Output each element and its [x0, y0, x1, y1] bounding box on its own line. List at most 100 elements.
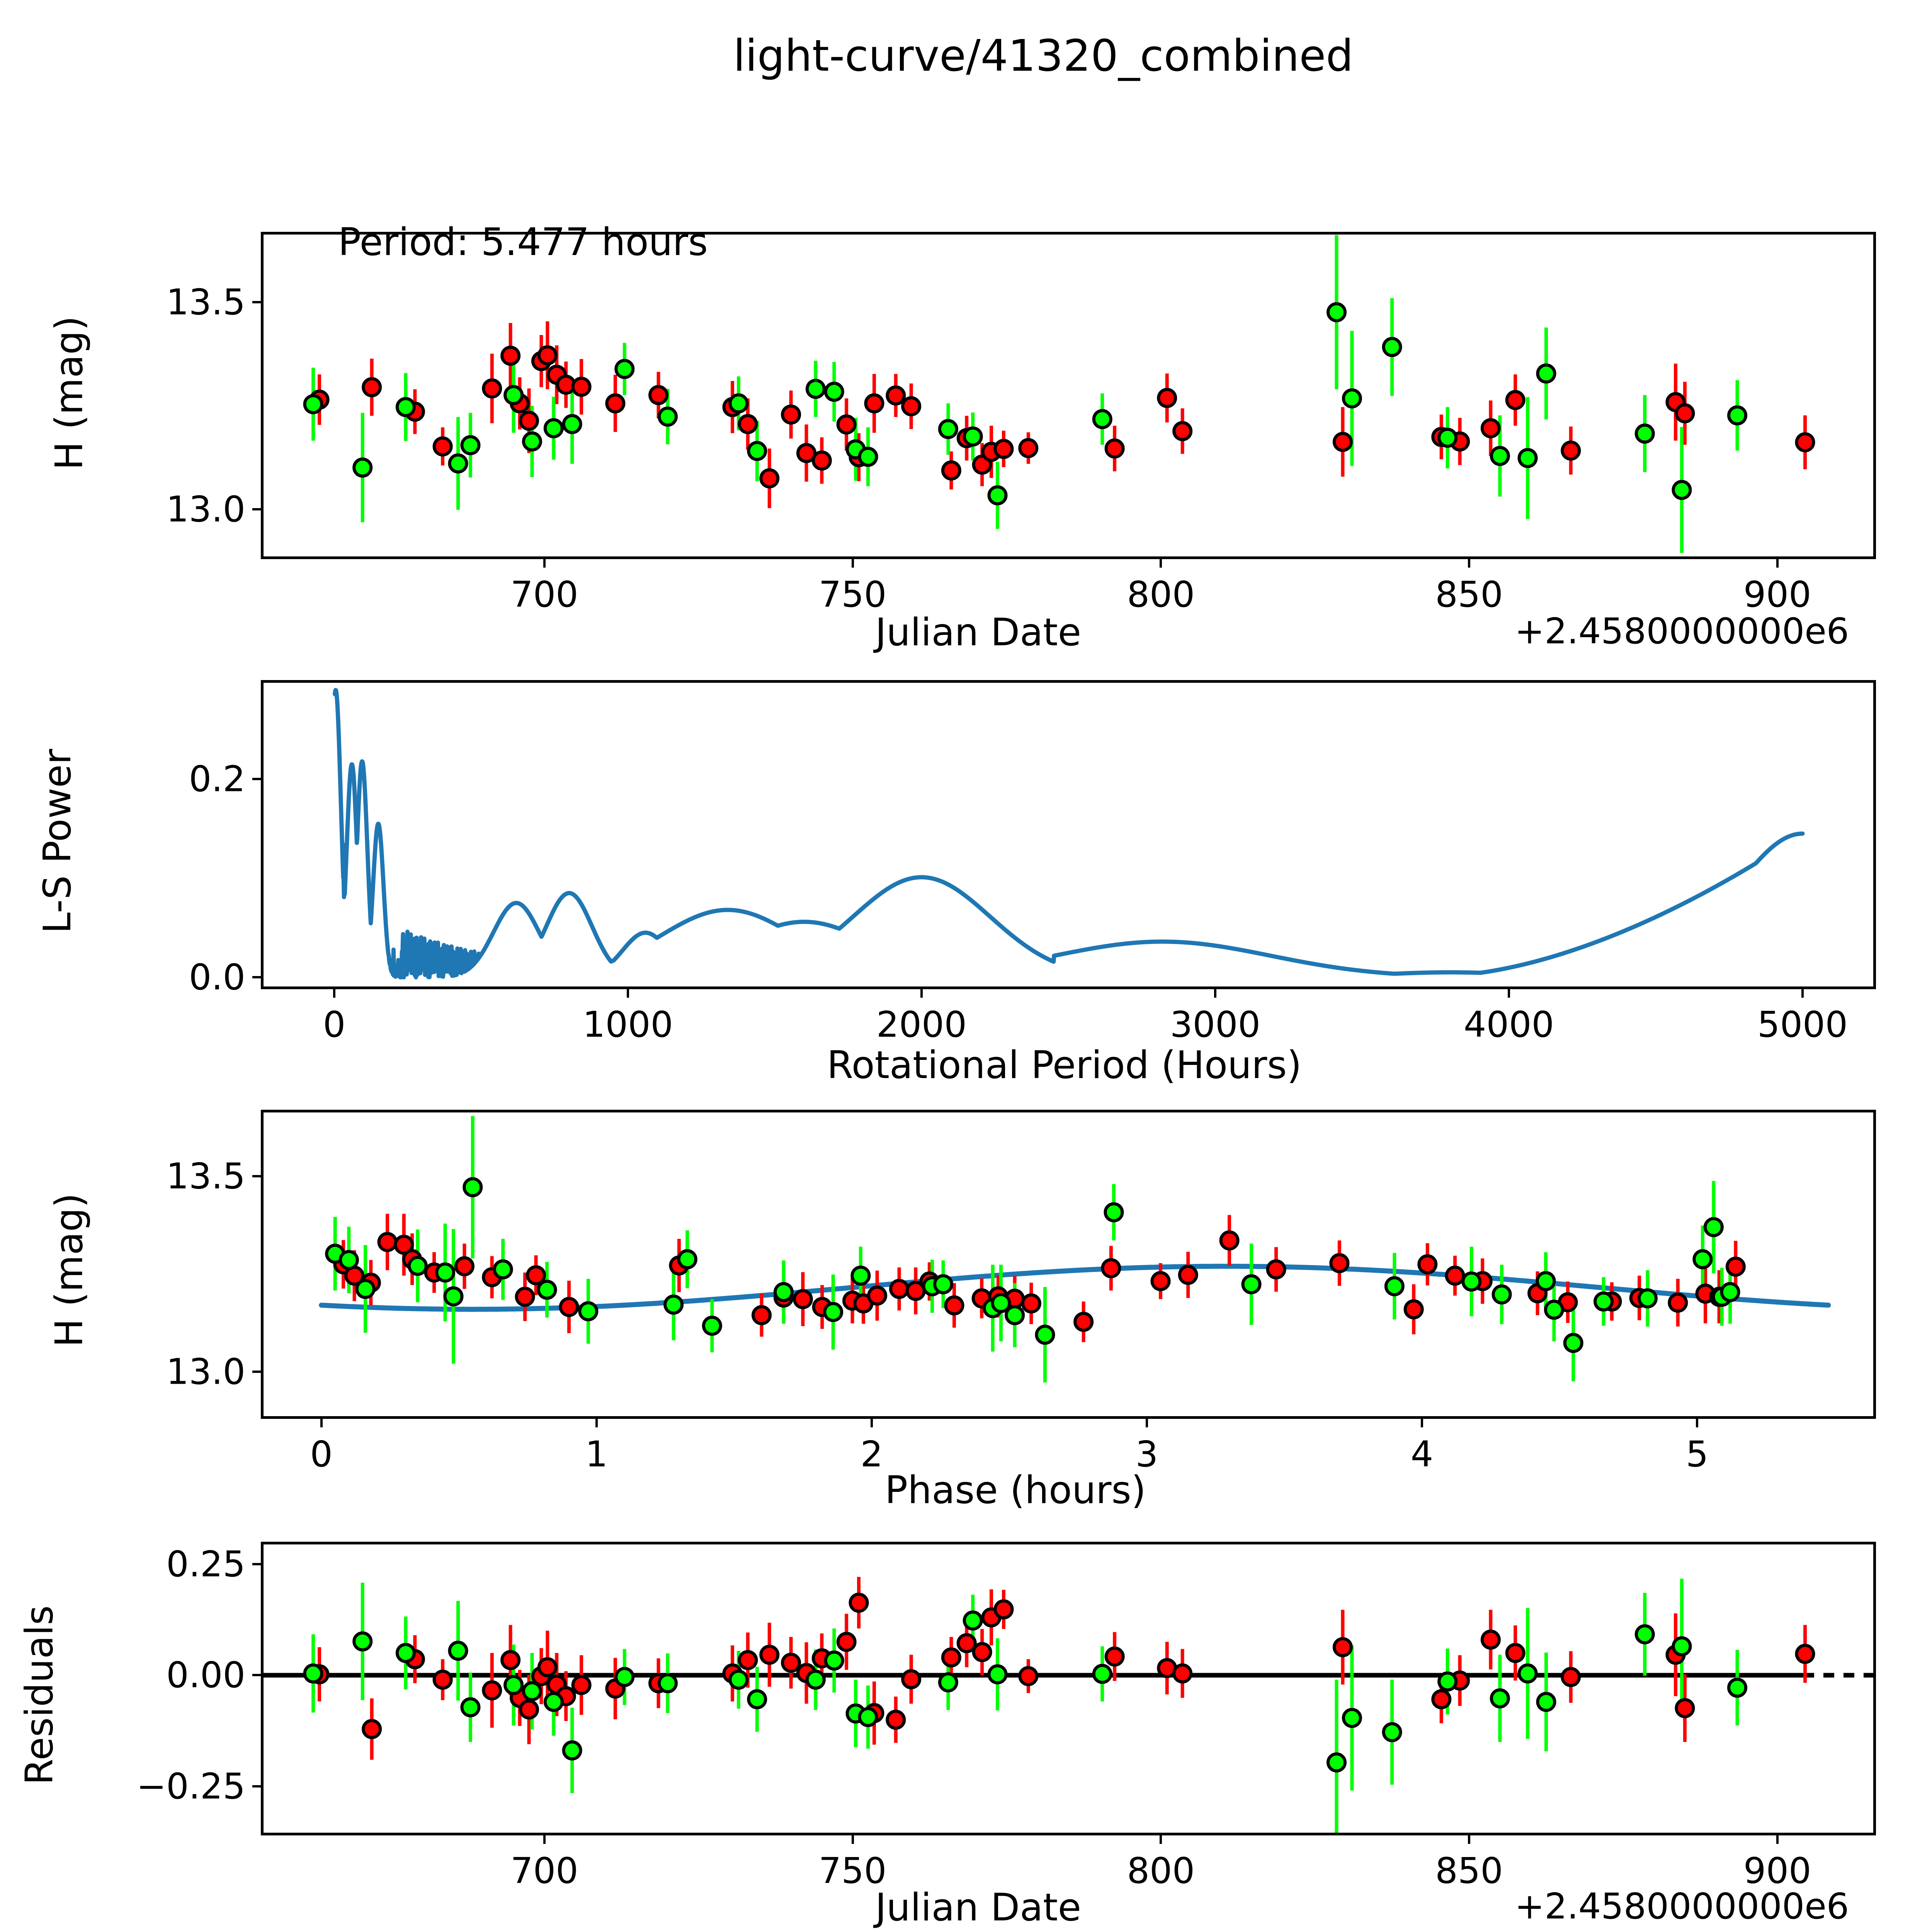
- data-point: [526, 1265, 546, 1286]
- data-point: [850, 1265, 871, 1286]
- data-point: [1382, 1722, 1402, 1742]
- data-point: [522, 431, 542, 452]
- data-point: [1517, 448, 1538, 468]
- data-point: [1492, 1284, 1512, 1304]
- x-tick-label-p1-1: 750: [818, 574, 887, 615]
- data-point: [1005, 1305, 1025, 1325]
- data-point: [987, 485, 1008, 505]
- period-annotation: Period: 5.477 hours: [338, 220, 708, 264]
- data-point: [1544, 1299, 1564, 1320]
- phase-folded-plot-area: [319, 1116, 1831, 1383]
- data-point: [747, 1689, 767, 1709]
- data-point: [1672, 1636, 1692, 1656]
- data-point: [1727, 405, 1748, 425]
- data-point: [1035, 1325, 1055, 1345]
- data-point: [858, 447, 878, 467]
- data-point: [435, 1262, 456, 1283]
- series-green-markers: [325, 1177, 1740, 1353]
- data-point: [1505, 1643, 1526, 1663]
- y-tick-label-p3-1: 13.0: [166, 1351, 245, 1393]
- x-tick-mark: [1508, 989, 1510, 998]
- data-point: [1536, 1271, 1556, 1291]
- data-point: [1172, 1663, 1193, 1684]
- x-tick-label-p3-3: 3: [1135, 1434, 1158, 1475]
- data-point: [395, 397, 416, 417]
- data-point: [858, 1707, 878, 1727]
- data-point: [993, 1599, 1014, 1620]
- x-tick-label-p3-0: 0: [310, 1434, 333, 1475]
- x-tick-mark: [1468, 559, 1471, 568]
- y-tick-mark: [252, 778, 261, 781]
- panel-residuals: [261, 1542, 1876, 1835]
- data-point: [362, 1719, 382, 1739]
- x-tick-mark: [1776, 559, 1779, 568]
- data-point: [1675, 1698, 1695, 1718]
- x-tick-mark: [1160, 559, 1162, 568]
- periodogram-plot-area: [333, 688, 1805, 980]
- x-tick-label-p4-0: 700: [510, 1850, 578, 1891]
- data-point: [956, 1633, 977, 1653]
- panel4-x-axis-offset: +2.4580000000e6: [1515, 1886, 1849, 1927]
- data-point: [352, 457, 373, 478]
- data-point: [938, 1672, 958, 1692]
- x-tick-label-p3-2: 2: [860, 1434, 883, 1475]
- data-point: [1417, 1254, 1438, 1274]
- light-curve-plot-area: [303, 235, 1815, 553]
- data-point: [1563, 1333, 1583, 1353]
- data-point: [781, 404, 801, 425]
- data-point: [1437, 1671, 1458, 1692]
- panel1-x-axis-offset: +2.4580000000e6: [1515, 611, 1849, 652]
- data-point: [1266, 1259, 1286, 1280]
- data-point: [482, 378, 502, 399]
- series-green-errorbars: [311, 1578, 1739, 1835]
- y-tick-label-p2-1: 0.2: [189, 758, 245, 800]
- data-point: [463, 1177, 483, 1197]
- panel1-y-axis-label: H (mag): [47, 316, 92, 470]
- data-point: [796, 443, 816, 463]
- data-point: [1104, 1202, 1124, 1223]
- data-point: [503, 1675, 524, 1695]
- data-point: [482, 1680, 502, 1701]
- data-point: [773, 1282, 794, 1302]
- data-point: [1490, 446, 1510, 466]
- data-point: [933, 1274, 953, 1294]
- data-point: [1150, 1271, 1171, 1291]
- x-tick-label-p2-2: 2000: [876, 1004, 967, 1045]
- data-point: [1505, 390, 1526, 410]
- data-point: [793, 1289, 813, 1310]
- data-point: [1092, 1664, 1112, 1684]
- panel-phase-folded: [261, 1110, 1876, 1419]
- data-point: [605, 393, 626, 413]
- periodogram-line: [333, 688, 1805, 980]
- x-tick-label-p3-5: 5: [1685, 1434, 1709, 1475]
- data-point: [987, 1664, 1008, 1685]
- figure-title: light-curve/41320_combined: [733, 31, 1354, 81]
- data-point: [1342, 388, 1362, 409]
- data-point: [559, 1297, 579, 1317]
- data-point: [747, 441, 767, 461]
- data-point: [1536, 363, 1556, 384]
- panel-residuals-frame: [261, 1542, 1876, 1835]
- series-green-markers: [303, 1610, 1748, 1773]
- data-point: [781, 1653, 801, 1673]
- data-point: [944, 1295, 964, 1316]
- data-point: [1178, 1265, 1198, 1285]
- x-tick-mark: [543, 1835, 546, 1844]
- x-tick-label-p3-4: 4: [1410, 1434, 1434, 1475]
- y-tick-label-p2-0: 0.0: [189, 956, 245, 998]
- data-point: [886, 1709, 906, 1730]
- x-tick-label-p2-5: 5000: [1757, 1004, 1848, 1045]
- data-point: [1092, 409, 1112, 429]
- data-point: [578, 1301, 599, 1321]
- x-tick-label-p4-2: 800: [1127, 1850, 1195, 1891]
- data-point: [432, 436, 453, 457]
- x-tick-mark: [1160, 1835, 1162, 1844]
- x-tick-mark: [1801, 989, 1804, 998]
- x-tick-label-p1-0: 700: [510, 574, 578, 615]
- data-point: [824, 381, 844, 402]
- data-point: [1437, 427, 1458, 448]
- x-tick-mark: [595, 1419, 598, 1427]
- x-tick-label-p2-0: 0: [323, 1004, 346, 1045]
- data-point: [805, 379, 826, 399]
- data-point: [454, 1256, 474, 1277]
